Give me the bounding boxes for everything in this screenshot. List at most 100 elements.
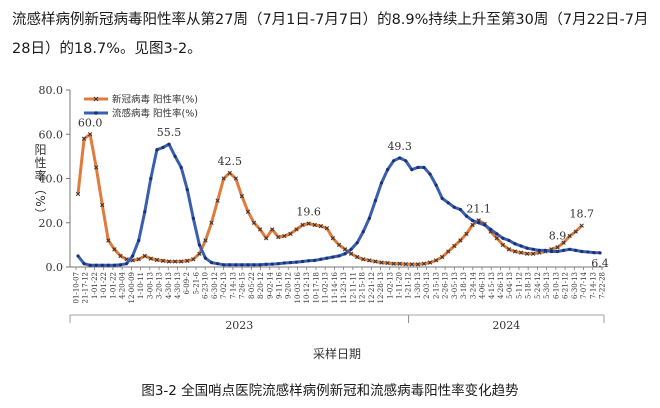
x-tick-label: 01-10-07 xyxy=(73,272,81,303)
data-point xyxy=(325,256,329,260)
data-point xyxy=(270,262,274,266)
data-point xyxy=(246,263,250,267)
data-point xyxy=(373,259,378,264)
x-tick-label: 4-30-13 xyxy=(165,272,173,299)
data-point xyxy=(477,221,481,225)
data-point xyxy=(227,170,232,176)
data-point xyxy=(337,254,341,258)
data-point xyxy=(398,156,402,160)
data-point xyxy=(300,222,305,228)
data-label: 6.4 xyxy=(591,257,609,270)
data-point xyxy=(355,254,360,260)
x-tick-label: 12-00-09 xyxy=(128,272,136,303)
x-tick-label: 1-10-11 xyxy=(137,272,145,299)
data-point xyxy=(88,263,92,267)
data-point xyxy=(82,262,86,266)
x-tick-label: 2-03-13 xyxy=(423,272,431,299)
data-point xyxy=(549,249,554,254)
data-point xyxy=(215,198,220,203)
data-point xyxy=(513,242,517,246)
data-point xyxy=(361,230,365,234)
data-point xyxy=(446,249,451,254)
x-tick-label: 7-14-13 xyxy=(589,272,597,299)
data-point xyxy=(75,191,81,197)
x-tick-label: 5-18-13 xyxy=(525,272,533,299)
series-0 xyxy=(75,132,584,267)
data-point xyxy=(118,263,123,267)
legend-item-0: 新冠病毒 阳性率(%) xyxy=(84,94,198,106)
data-point xyxy=(318,223,323,229)
x-tick-label: 12-15-18 xyxy=(359,272,367,303)
data-point xyxy=(385,168,390,172)
data-point xyxy=(446,201,450,205)
data-point xyxy=(331,255,335,259)
x-tick-label: 6-21-12 xyxy=(562,272,570,299)
data-point xyxy=(172,259,178,264)
x-tick-label: 10-12-13 xyxy=(303,272,311,303)
data-point xyxy=(106,263,110,267)
data-point xyxy=(76,254,80,258)
x-tick-label: 7-22-28 xyxy=(599,272,607,299)
data-label: 55.5 xyxy=(157,126,182,139)
data-point xyxy=(106,238,111,243)
data-point xyxy=(209,260,214,265)
x-tick-label: 1-02-13 xyxy=(386,272,394,299)
data-point xyxy=(415,262,421,267)
data-point xyxy=(264,262,268,266)
data-point xyxy=(586,250,590,254)
x-tick-label: 5-04-13 xyxy=(506,272,514,299)
data-point xyxy=(276,262,280,266)
line-chart: 0.0 20.0 40.0 60.0 80.0 阳性率（%） 01-10-07 21-17-1… xyxy=(33,84,609,361)
x-tick-label: 5-30-13 xyxy=(543,272,551,299)
data-point xyxy=(288,231,293,236)
data-point xyxy=(342,247,348,252)
data-point xyxy=(349,247,353,251)
data-point xyxy=(149,176,153,181)
data-point xyxy=(81,136,87,141)
data-point xyxy=(131,254,135,258)
data-point xyxy=(288,260,293,265)
x-tick-label: 4-20-04 xyxy=(119,271,127,299)
data-point xyxy=(379,181,384,185)
data-point xyxy=(209,220,214,225)
x-tick-label: 5-11-12 xyxy=(515,272,523,299)
y-tick-label: 20.0 xyxy=(39,217,64,230)
data-point xyxy=(100,263,104,267)
data-point xyxy=(525,251,530,256)
data-point xyxy=(518,250,524,255)
data-point xyxy=(495,232,499,236)
year-label: 2023 xyxy=(225,319,253,332)
x-tick-label: 3-18-13 xyxy=(460,272,468,299)
data-point xyxy=(555,245,560,250)
data-point xyxy=(410,168,414,172)
data-point xyxy=(257,227,263,232)
data-point xyxy=(348,251,354,256)
data-point xyxy=(203,238,208,243)
data-point xyxy=(306,221,311,226)
data-point xyxy=(409,262,414,267)
data-point xyxy=(234,263,238,267)
chart-container: 0.0 20.0 40.0 60.0 80.0 阳性率（%） 01-10-07 21-17-1… xyxy=(0,74,660,374)
data-point xyxy=(124,262,129,266)
data-point xyxy=(87,132,93,137)
data-point xyxy=(525,246,529,250)
x-tick-label: 9-02-14 xyxy=(266,271,274,299)
data-point xyxy=(239,194,245,199)
data-point xyxy=(307,259,311,263)
data-point xyxy=(598,251,602,255)
data-point xyxy=(355,241,359,245)
data-point xyxy=(470,222,475,228)
data-label: 49.3 xyxy=(387,140,412,153)
x-tick-label: 9-20-12 xyxy=(285,272,293,299)
data-point xyxy=(142,253,147,259)
data-point xyxy=(500,242,506,248)
data-point xyxy=(403,261,408,267)
data-point xyxy=(161,145,165,150)
data-point xyxy=(251,220,257,225)
data-point xyxy=(294,260,299,264)
data-point xyxy=(579,223,584,228)
data-point xyxy=(228,263,232,267)
data-label: 8.9 xyxy=(549,229,567,242)
data-point xyxy=(470,218,475,223)
data-point xyxy=(233,176,238,181)
